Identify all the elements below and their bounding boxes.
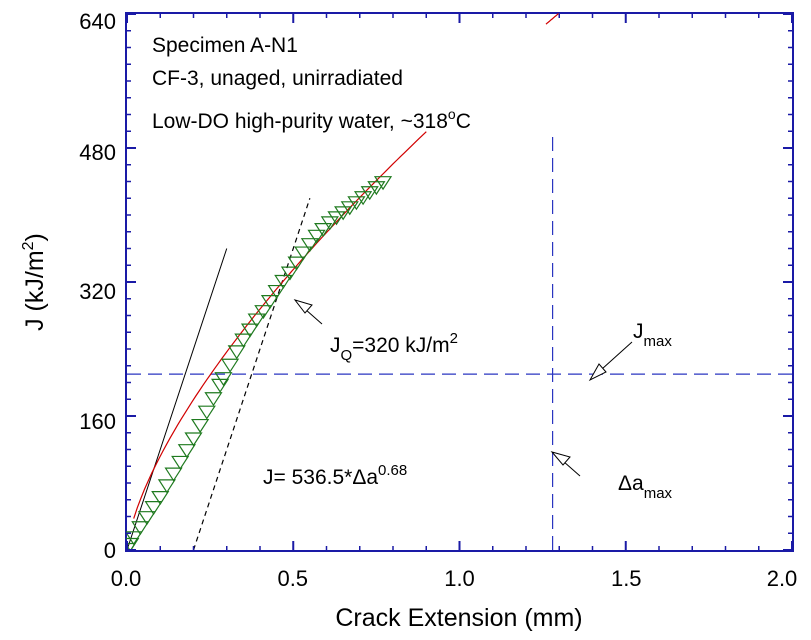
jq-sup: 2 bbox=[450, 330, 458, 347]
data-point bbox=[151, 491, 170, 506]
data-point bbox=[347, 196, 366, 211]
data-markers-layer bbox=[126, 176, 393, 551]
y-axis-title-main: J (kJ/m bbox=[21, 250, 49, 331]
jmax-annotation: Jmax bbox=[633, 320, 672, 350]
data-point bbox=[204, 392, 223, 407]
x-axis-title: Crack Extension (mm) bbox=[335, 604, 582, 632]
data-point bbox=[260, 295, 280, 310]
y-axis-title-close: ) bbox=[21, 233, 49, 241]
data-point bbox=[353, 191, 373, 206]
data-point bbox=[327, 211, 346, 226]
damax-main: Δa bbox=[618, 472, 644, 495]
y-tick-label: 320 bbox=[79, 279, 116, 304]
data-point bbox=[164, 467, 183, 482]
data-point bbox=[334, 206, 353, 221]
data-point bbox=[287, 256, 306, 271]
data-point bbox=[254, 305, 273, 320]
data-point bbox=[340, 201, 359, 216]
fit-sup: 0.68 bbox=[378, 462, 407, 479]
data-point bbox=[360, 186, 379, 201]
data-point bbox=[214, 372, 233, 387]
environment-label: Low-DO high-purity water, ~318oC bbox=[152, 106, 471, 133]
x-tick-labels: 0.0 0.5 1.0 1.5 2.0 bbox=[111, 566, 798, 591]
jmax-sub: max bbox=[644, 333, 673, 350]
damax-arrow bbox=[550, 451, 581, 477]
data-point bbox=[191, 418, 210, 434]
data-point bbox=[267, 284, 286, 300]
y-tick-label: 160 bbox=[79, 409, 116, 434]
data-point bbox=[320, 216, 339, 231]
data-point bbox=[247, 313, 266, 328]
blunting-line bbox=[126, 248, 228, 551]
damax-sub: max bbox=[644, 485, 673, 502]
data-point bbox=[227, 345, 246, 360]
plot-frame bbox=[125, 12, 794, 552]
jq-arrow bbox=[293, 299, 323, 325]
x-tick-label: 0.5 bbox=[277, 566, 308, 591]
environment-unit: C bbox=[456, 110, 471, 133]
jq-main: J bbox=[330, 334, 341, 357]
y-tick-label: 640 bbox=[79, 9, 116, 34]
fit-curve-upper bbox=[545, 13, 561, 25]
fit-main: J= 536.5*Δa bbox=[263, 466, 378, 489]
data-point bbox=[131, 521, 150, 536]
y-axis-title-sup: 2 bbox=[20, 241, 37, 250]
data-point bbox=[157, 479, 177, 494]
data-point bbox=[300, 238, 319, 253]
axis-ticks-layer bbox=[126, 13, 793, 551]
data-point bbox=[373, 176, 393, 191]
data-point bbox=[314, 223, 333, 238]
damax-annotation: Δamax bbox=[618, 472, 673, 502]
data-point bbox=[171, 455, 190, 470]
data-point bbox=[274, 274, 293, 290]
y-tick-label: 480 bbox=[79, 140, 116, 165]
environment-main: Low-DO high-purity water, ~318 bbox=[152, 110, 448, 133]
specimen-label: Specimen A-N1 bbox=[152, 34, 298, 57]
fit-equation: J= 536.5*Δa0.68 bbox=[263, 462, 407, 489]
jq-rest: =320 kJ/m bbox=[352, 334, 449, 357]
jmax-arrow bbox=[588, 341, 633, 382]
data-point bbox=[294, 246, 313, 261]
jq-sub: Q bbox=[341, 347, 353, 364]
data-point bbox=[280, 266, 300, 281]
data-point bbox=[240, 323, 260, 338]
x-tick-label: 1.0 bbox=[444, 566, 475, 591]
x-tick-label: 2.0 bbox=[767, 566, 798, 591]
data-point bbox=[144, 501, 163, 516]
x-tick-label: 0.0 bbox=[111, 566, 142, 591]
jmax-main: J bbox=[633, 320, 644, 343]
y-tick-labels: 0 160 320 480 640 bbox=[79, 9, 116, 563]
data-point bbox=[126, 531, 143, 546]
data-point bbox=[177, 444, 196, 459]
data-point bbox=[197, 405, 216, 420]
y-tick-label: 0 bbox=[104, 538, 116, 563]
data-point bbox=[234, 333, 253, 348]
data-point bbox=[307, 229, 326, 244]
jq-annotation: JQ=320 kJ/m2 bbox=[330, 330, 458, 364]
data-point bbox=[220, 358, 240, 373]
x-tick-label: 1.5 bbox=[611, 566, 642, 591]
data-point bbox=[367, 181, 386, 196]
data-point bbox=[184, 432, 203, 447]
y-axis-title: J (kJ/m2) bbox=[20, 233, 49, 331]
environment-degree: o bbox=[448, 106, 456, 122]
data-point bbox=[137, 511, 157, 526]
material-label: CF-3, unaged, unirradiated bbox=[152, 67, 403, 90]
